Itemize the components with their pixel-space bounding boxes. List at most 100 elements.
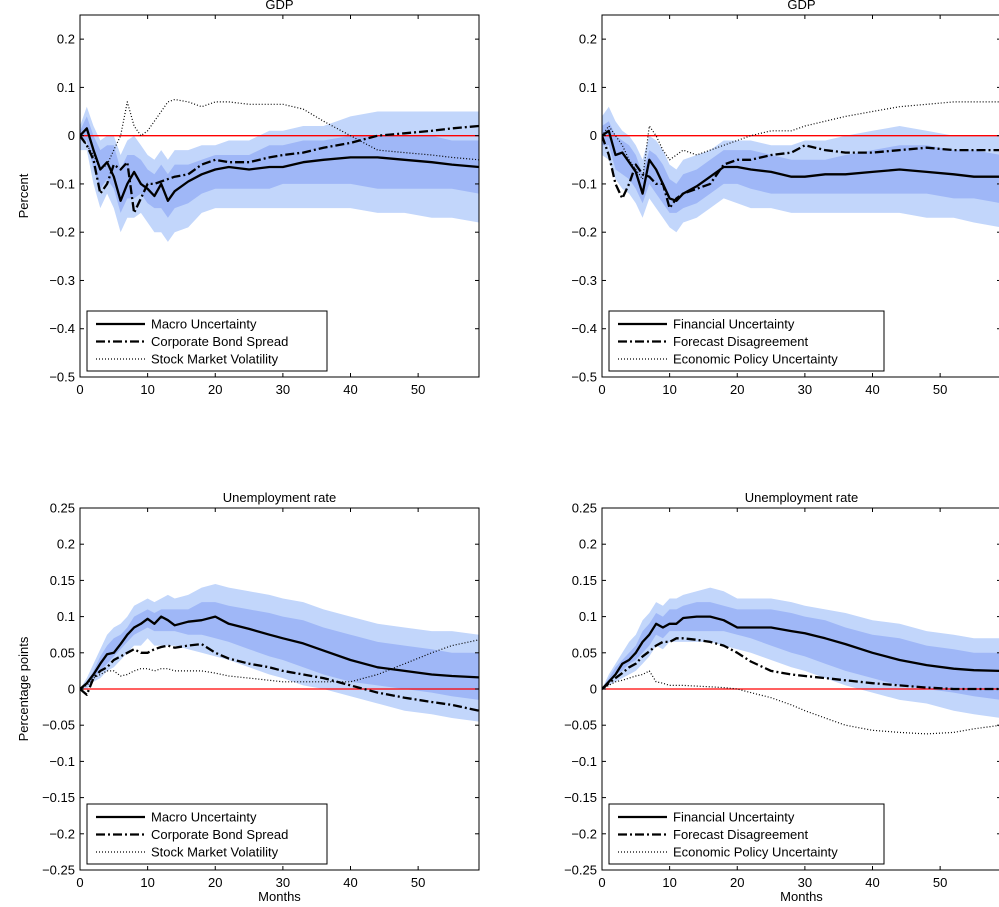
- y-tick-label: 0: [68, 128, 75, 143]
- legend-label: Stock Market Volatility: [151, 352, 279, 367]
- legend-label: Economic Policy Uncertainty: [673, 352, 838, 367]
- y-tick-label: −0.05: [564, 718, 597, 733]
- y-tick-label: −0.4: [49, 321, 75, 336]
- x-axis-label: Months: [258, 889, 301, 904]
- series-line-dotted: [602, 101, 999, 180]
- chart-unemployment-financial: 0 10 20 30 40 50 −0.25 −0.2 −0.15 −0.1 −0.05 0 0.05 0…: [564, 490, 999, 904]
- series-line-dashdot: [602, 135, 999, 210]
- plot-area: [80, 98, 479, 242]
- y-tick-label: −0.3: [571, 273, 597, 288]
- y-tick-label: 0.1: [57, 80, 75, 95]
- legend-label: Macro Uncertainty: [151, 317, 257, 332]
- x-tick-label: 0: [598, 875, 605, 890]
- y-tick-label: 0: [590, 128, 597, 143]
- y-tick-label: −0.5: [571, 370, 597, 385]
- legend: Macro Uncertainty Corporate Bond Spread St…: [86, 803, 328, 865]
- x-tick-label: 30: [276, 875, 290, 890]
- chart-title: Unemployment rate: [745, 490, 858, 505]
- chart-title: Unemployment rate: [223, 490, 336, 505]
- y-tick-label: −0.4: [571, 321, 597, 336]
- y-tick-label: 0.1: [57, 609, 75, 624]
- series-line-dashdot: [602, 637, 999, 691]
- x-tick-label: 40: [343, 382, 357, 397]
- confidence-band-inner: [80, 602, 479, 700]
- confidence-band-inner: [602, 121, 999, 213]
- y-tick-label: −0.2: [571, 225, 597, 240]
- chart-title: GDP: [787, 0, 815, 12]
- legend-label: Stock Market Volatility: [151, 845, 279, 860]
- legend-label: Corporate Bond Spread: [151, 827, 288, 842]
- axes-frame: [601, 14, 999, 378]
- axes-frame: [79, 14, 480, 378]
- x-tick-label: 40: [343, 875, 357, 890]
- x-tick-label: 50: [933, 382, 947, 397]
- series-line-dotted: [80, 639, 479, 690]
- y-tick-label: −0.25: [564, 863, 597, 878]
- y-tick-label: 0.15: [572, 573, 597, 588]
- x-tick-label: 50: [411, 382, 425, 397]
- x-tick-label: 10: [662, 382, 676, 397]
- legend: Macro Uncertainty Corporate Bond Spread St…: [86, 310, 328, 372]
- y-tick-label: 0.2: [579, 537, 597, 552]
- series-line-solid: [80, 615, 479, 690]
- legend-label: Financial Uncertainty: [673, 810, 795, 825]
- x-tick-label: 30: [798, 382, 812, 397]
- chart-unemployment-macro: 0 10 20 30 40 50 −0.25 −0.2 −0.15 −0.1 −0.05 0 0.05 0…: [16, 490, 480, 904]
- y-tick-label: 0: [590, 682, 597, 697]
- y-tick-label: 0.1: [579, 609, 597, 624]
- y-tick-label: 0.2: [57, 537, 75, 552]
- series-line-solid: [80, 127, 479, 202]
- y-tick-label: 0.25: [50, 501, 75, 516]
- legend-label: Economic Policy Uncertainty: [673, 845, 838, 860]
- y-tick-label: 0.05: [50, 645, 75, 660]
- legend-label: Forecast Disagreement: [673, 827, 808, 842]
- legend-label: Financial Uncertainty: [673, 317, 795, 332]
- x-tick-label: 50: [411, 875, 425, 890]
- x-tick-label: 0: [76, 875, 83, 890]
- y-tick-label: −0.25: [42, 863, 75, 878]
- x-axis-label: Months: [780, 889, 823, 904]
- chart-title: GDP: [265, 0, 293, 12]
- y-tick-label: 0.2: [57, 32, 75, 47]
- plot-area: [602, 101, 999, 233]
- y-tick-label: −0.1: [571, 754, 597, 769]
- x-tick-label: 40: [865, 875, 879, 890]
- y-tick-label: −0.2: [571, 826, 597, 841]
- y-tick-label: 0: [68, 682, 75, 697]
- y-tick-label: −0.2: [49, 225, 75, 240]
- chart-gdp-financial: 0 10 20 30 40 50 −0.5 −0.4 −0.3 −0.2 −0.1 0 0.1 0.2 GD…: [571, 0, 999, 397]
- plot-area: [80, 584, 479, 722]
- legend-label: Macro Uncertainty: [151, 810, 257, 825]
- series-line-solid: [602, 615, 999, 690]
- x-tick-label: 20: [730, 875, 744, 890]
- plot-area: [602, 587, 999, 735]
- x-tick-label: 30: [276, 382, 290, 397]
- y-tick-label: −0.1: [571, 176, 597, 191]
- y-tick-label: 0.1: [579, 80, 597, 95]
- x-tick-label: 20: [208, 875, 222, 890]
- series-line-dashdot: [80, 124, 479, 215]
- confidence-band-inner: [602, 602, 999, 700]
- y-tick-label: 0.15: [50, 573, 75, 588]
- x-tick-label: 30: [798, 875, 812, 890]
- x-tick-label: 10: [140, 382, 154, 397]
- y-tick-label: −0.05: [42, 718, 75, 733]
- y-tick-label: −0.3: [49, 273, 75, 288]
- legend: Financial Uncertainty Forecast Disagreeme…: [608, 310, 885, 372]
- y-tick-label: −0.1: [49, 176, 75, 191]
- y-tick-label: −0.15: [42, 790, 75, 805]
- legend-label: Corporate Bond Spread: [151, 334, 288, 349]
- y-tick-label: −0.1: [49, 754, 75, 769]
- legend: Financial Uncertainty Forecast Disagreeme…: [608, 803, 885, 865]
- y-tick-label: 0.2: [579, 32, 597, 47]
- x-tick-label: 0: [598, 382, 605, 397]
- chart-gdp-macro: 0 10 20 30 40 50 −0.5 −0.4 −0.3 −0.2 −0.1 0 0.1 0.2 GD…: [16, 0, 480, 397]
- y-axis-label: Percentage points: [16, 636, 31, 741]
- x-tick-label: 40: [865, 382, 879, 397]
- y-tick-label: −0.15: [564, 790, 597, 805]
- y-tick-label: −0.5: [49, 370, 75, 385]
- series-line-dashdot: [80, 642, 479, 712]
- x-tick-label: 20: [208, 382, 222, 397]
- x-tick-label: 20: [730, 382, 744, 397]
